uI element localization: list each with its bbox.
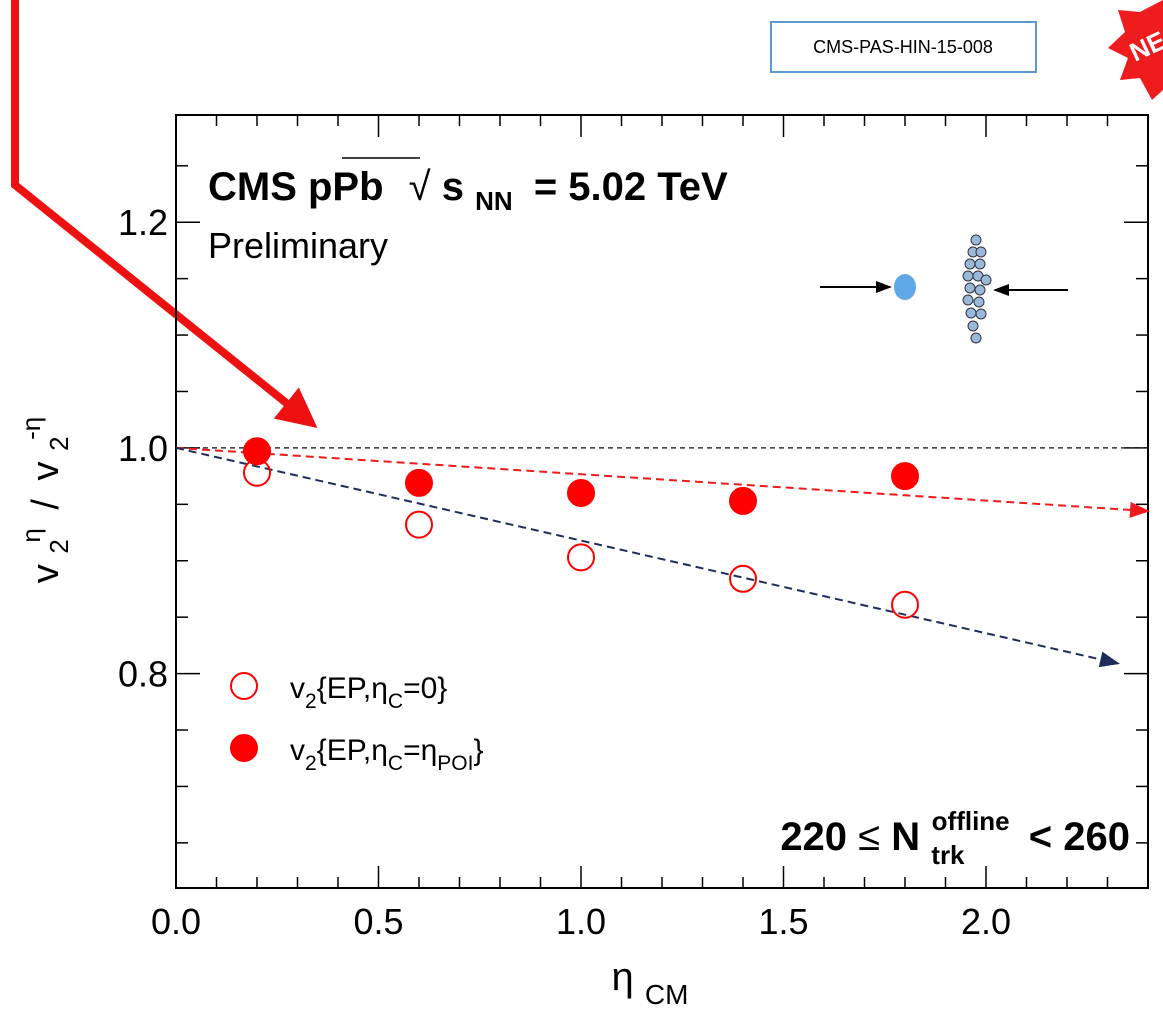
- title-nn: NN: [475, 186, 513, 216]
- legend-label-part: v: [290, 734, 305, 767]
- legend-label-part: {EP,η: [317, 734, 388, 767]
- y-tick-label: 1.0: [118, 428, 168, 469]
- guide-line: [175, 446, 1150, 518]
- y-label-sup1: η: [16, 528, 46, 542]
- legend-label: v2{EP,ηC=ηPOI}: [290, 734, 484, 775]
- y-label-v1: v: [25, 564, 67, 583]
- y-label-v2: v: [25, 461, 67, 480]
- sel-sup: offline: [932, 806, 1010, 836]
- selection: 220 ≤ N trk offline < 260: [780, 795, 1130, 873]
- legend-label-part: {EP,η: [317, 672, 388, 705]
- x-tick-label: 0.0: [151, 901, 201, 942]
- y-label-sub1: 2: [44, 539, 74, 553]
- sel-leq: ≤: [858, 815, 880, 859]
- y-label-sub2: 2: [44, 436, 74, 450]
- legend-label-part: 2: [305, 690, 317, 713]
- y-label-slash: /: [25, 499, 67, 510]
- data-point: [891, 462, 919, 491]
- title-sqrt: √: [409, 165, 431, 209]
- legend-label-part: =0}: [403, 672, 447, 705]
- legend-label-part: =η: [403, 734, 437, 767]
- subtitle: Preliminary: [208, 225, 388, 266]
- x-label-sub: CM: [645, 979, 689, 1010]
- legend-label-part: C: [388, 690, 403, 713]
- data-point: [405, 510, 433, 539]
- legend-label: v2{EP,ηC=0}: [290, 672, 447, 713]
- collision-icon: [820, 234, 1068, 344]
- title-experiment: CMS pPb: [208, 165, 384, 209]
- sel-high: < 260: [1029, 815, 1130, 859]
- y-tick-label: 0.8: [118, 654, 168, 695]
- title-energy: = 5.02 TeV: [534, 165, 728, 209]
- title-s: s: [442, 165, 464, 209]
- data-point: [243, 437, 271, 466]
- sel-low: 220: [780, 815, 847, 859]
- badge: [1108, 0, 1163, 100]
- data-point: [729, 564, 757, 593]
- data-point: [729, 486, 757, 515]
- legend-label-part: 2: [305, 752, 317, 775]
- legend-marker: [230, 672, 258, 700]
- legend-marker: [230, 734, 258, 762]
- y-label-sup2: -η: [16, 417, 46, 440]
- note-box: [770, 21, 1037, 73]
- x-tick-label: 0.5: [353, 901, 403, 942]
- chart-title: CMS pPb √ s NN = 5.02 TeV: [208, 165, 728, 219]
- x-axis-label: η CM: [612, 955, 689, 1010]
- note-text: CMS-PAS-HIN-15-008: [813, 37, 993, 57]
- data-point: [405, 468, 433, 497]
- legend-label-part: }: [473, 734, 483, 767]
- y-tick-label: 1.2: [118, 202, 168, 243]
- sel-n: N: [891, 815, 920, 859]
- sel-sub: trk: [931, 840, 965, 870]
- x-tick-label: 2.0: [961, 901, 1011, 942]
- legend-label-part: v: [290, 672, 305, 705]
- guide-line: [175, 446, 1120, 668]
- legend-label-part: POI: [437, 752, 473, 775]
- x-label-main: η: [612, 955, 634, 999]
- data-point: [891, 590, 919, 619]
- data-point: [567, 543, 595, 572]
- annotation-arrow: [11, 0, 318, 429]
- x-tick-label: 1.0: [556, 901, 606, 942]
- data-point: [567, 479, 595, 508]
- y-axis-label: v 2 η / v 2 -η: [7, 417, 77, 583]
- x-tick-label: 1.5: [758, 901, 808, 942]
- legend-label-part: C: [388, 752, 403, 775]
